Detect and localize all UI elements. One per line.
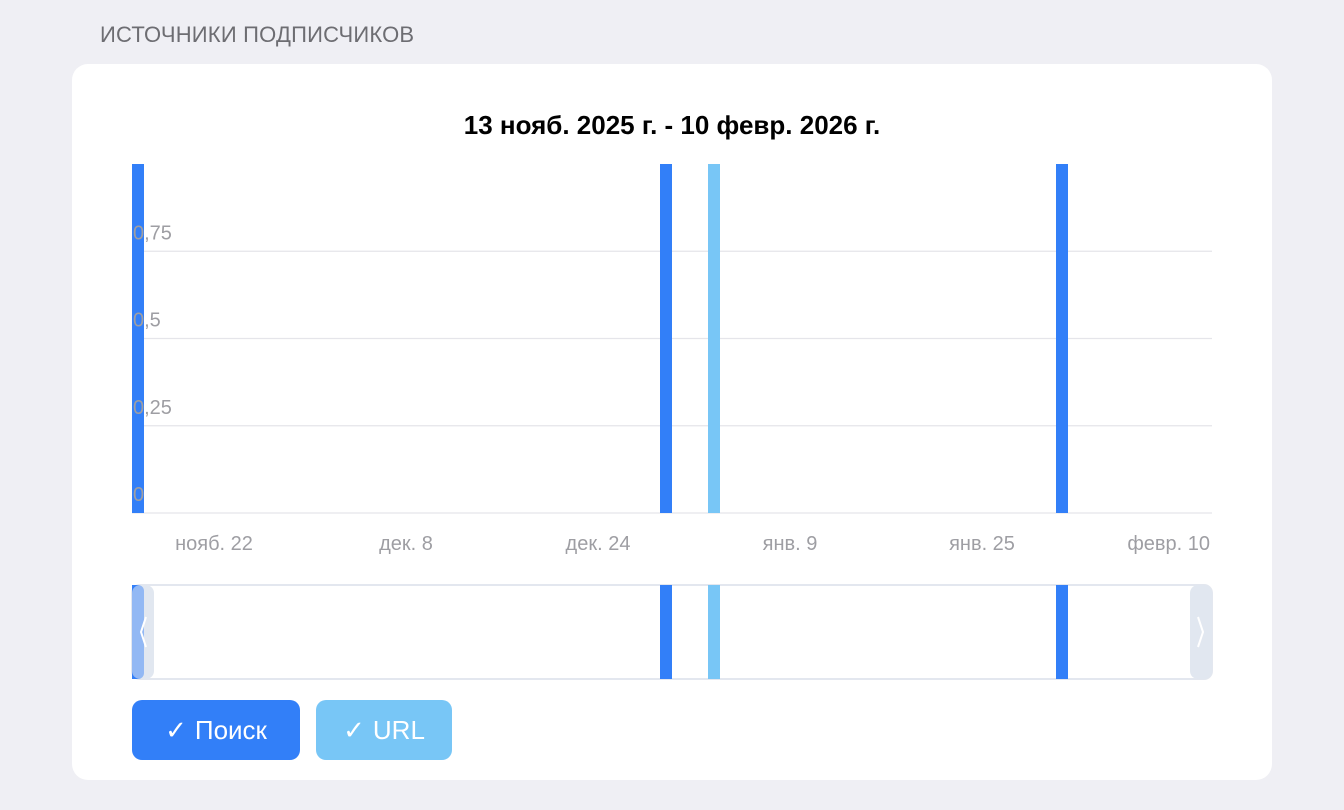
navigator-right-handle[interactable] — [1190, 585, 1212, 679]
navigator-left-handle[interactable] — [132, 585, 154, 679]
chevron-left-icon — [139, 616, 147, 648]
x-tick-label: янв. 9 — [763, 533, 818, 555]
x-tick-label: янв. 25 — [949, 533, 1015, 555]
check-icon: ✓ — [343, 714, 365, 745]
bar — [708, 164, 720, 513]
chart-card: 13 нояб. 2025 г. - 10 февр. 2026 г. 0 0,2… — [72, 64, 1272, 780]
chart-title: 13 нояб. 2025 г. - 10 февр. 2026 г. — [463, 110, 881, 140]
chart-svg: 0 0,25 0,5 0,75 нояб. 22 дек. 8 дек. 24 янв. 9 я… — [131, 164, 1213, 680]
y-tick-label: 0,75 — [133, 222, 172, 244]
bar — [132, 164, 144, 513]
bar — [660, 164, 672, 513]
toggle-search-series-button[interactable]: ✓ Поиск — [132, 700, 300, 760]
y-tick-label: 0,25 — [133, 397, 172, 419]
url-series-label: URL — [372, 714, 425, 745]
navigator-bar — [708, 585, 720, 679]
x-tick-label: февр. 10 — [1127, 533, 1210, 555]
navigator-bar — [660, 585, 672, 679]
navigator-left-overlay — [132, 585, 144, 679]
x-tick-label: дек. 24 — [566, 533, 631, 555]
y-tick-label: 0,5 — [133, 310, 161, 332]
x-tick-label: дек. 8 — [379, 533, 433, 555]
navigator-bar — [1056, 585, 1068, 679]
search-series-label: Поиск — [194, 714, 267, 745]
chevron-right-icon — [1197, 616, 1205, 648]
y-tick-label: 0 — [133, 484, 144, 506]
toggle-url-series-button[interactable]: ✓ URL — [316, 700, 452, 760]
bar — [1056, 164, 1068, 513]
section-title: ИСТОЧНИКИ ПОДПИСЧИКОВ — [100, 22, 415, 47]
check-icon: ✓ — [165, 714, 187, 745]
x-tick-label: нояб. 22 — [175, 533, 253, 555]
